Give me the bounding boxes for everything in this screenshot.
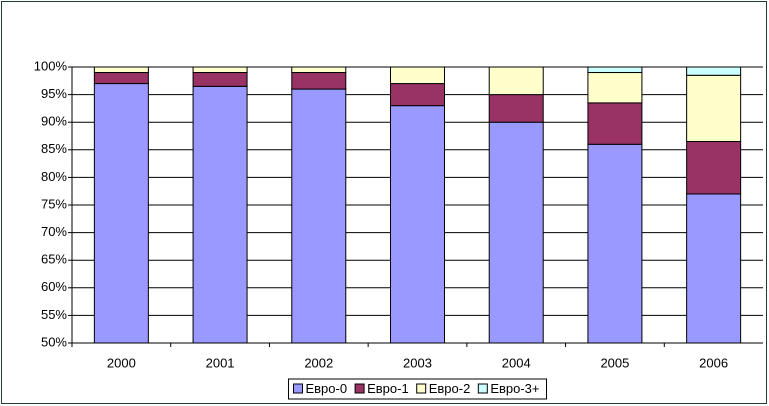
bar-segment: [192, 66, 248, 74]
bar-segment: [291, 66, 347, 74]
legend-swatch: [354, 383, 365, 394]
bar-segment: [192, 72, 248, 87]
y-tick-label: 85%: [41, 141, 67, 156]
bar-segment: [488, 121, 544, 344]
y-tick-label: 80%: [41, 169, 67, 184]
bar-segment: [390, 66, 445, 85]
bar-segment: [587, 72, 643, 104]
legend-label: Евро-1: [367, 381, 409, 396]
legend-swatch: [477, 383, 488, 394]
bar-segment: [587, 66, 643, 74]
x-tick-label: 2000: [107, 355, 136, 370]
bar-segment: [291, 88, 347, 344]
x-tick-label: 2002: [304, 355, 333, 370]
bar-segment: [93, 72, 149, 85]
x-tick-label: 2006: [699, 355, 728, 370]
y-tick-label: 75%: [41, 196, 67, 211]
y-tick-label: 90%: [41, 114, 67, 129]
bar-segment: [686, 141, 742, 195]
bar-segment: [587, 143, 643, 344]
bar-segment: [686, 74, 742, 143]
bar-segment: [686, 66, 742, 76]
x-tick-label: 2001: [206, 355, 235, 370]
y-tick-label: 100%: [34, 58, 68, 73]
bar-segment: [93, 66, 149, 74]
y-tick-label: 55%: [41, 307, 67, 322]
y-tick-label: 65%: [41, 252, 67, 267]
bar-segment: [686, 193, 742, 344]
y-tick-label: 50%: [41, 334, 67, 349]
bar-segment: [291, 72, 347, 90]
bar-segment: [390, 105, 445, 344]
y-tick-label: 95%: [41, 86, 67, 101]
legend-swatch: [416, 383, 427, 394]
x-tick-label: 2004: [502, 355, 531, 370]
bar-segment: [390, 83, 445, 107]
y-tick-label: 60%: [41, 279, 67, 294]
legend-swatch: [292, 383, 303, 394]
bar-segment: [192, 85, 248, 344]
bar-segment: [587, 102, 643, 145]
legend-label: Евро-0: [305, 381, 347, 396]
x-tick-label: 2005: [600, 355, 629, 370]
legend-label: Евро-3+: [490, 381, 539, 396]
bar-segment: [93, 83, 149, 344]
bar-segment: [488, 66, 544, 96]
bar-segment: [488, 94, 544, 123]
y-tick-label: 70%: [41, 224, 67, 239]
legend-label: Евро-2: [429, 381, 471, 396]
x-tick-label: 2003: [403, 355, 432, 370]
